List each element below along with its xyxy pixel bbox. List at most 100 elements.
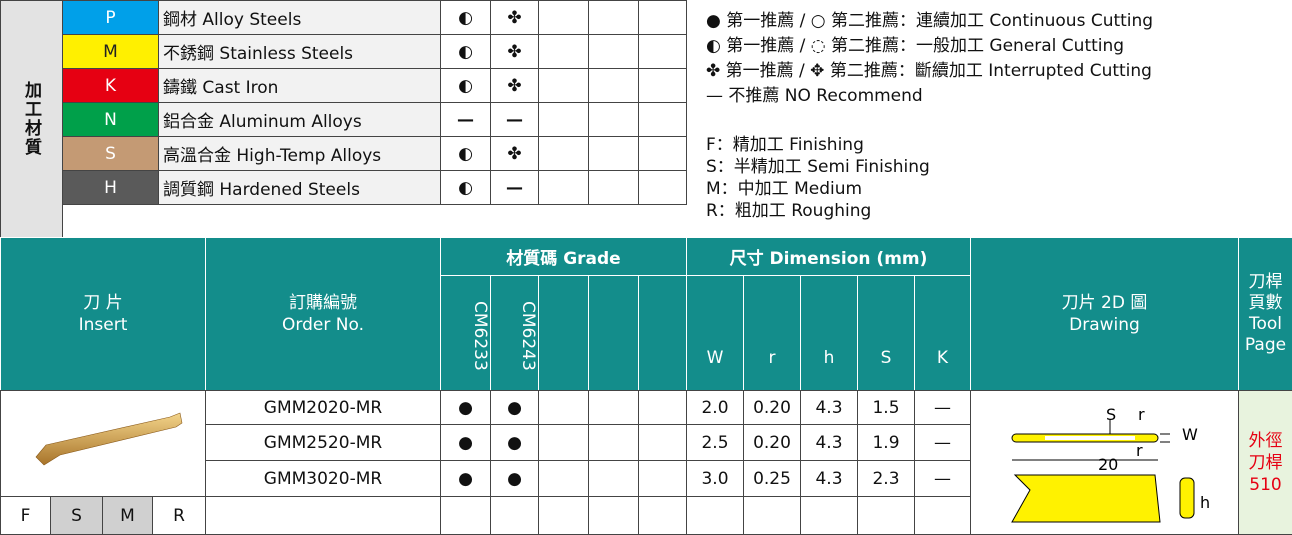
cell [490, 496, 539, 535]
cell [914, 496, 971, 535]
line: Page [1244, 335, 1287, 355]
material-name: 不銹鋼 Stainless Steels [158, 34, 441, 69]
dim-value: 0.25 [743, 460, 801, 497]
finish-level: F [0, 496, 51, 535]
cell [588, 68, 639, 103]
dim-value: — [914, 460, 971, 497]
order-no: GMM3020-MR [205, 460, 441, 497]
cell [538, 460, 589, 497]
cell [538, 275, 589, 391]
header-dimension: 尺寸 Dimension (mm) [686, 237, 971, 276]
dim-value: 1.5 [857, 390, 915, 425]
grade-name: CM6233 [440, 275, 491, 391]
material-code: M [62, 34, 159, 69]
cell [588, 496, 639, 535]
legend-line: ✤ 第一推薦 / ✥ 第二推薦：斷續加工 Interrupted Cutting [706, 61, 1152, 81]
material-code: N [62, 102, 159, 137]
dim-name: K [914, 275, 971, 391]
dim-value: 2.0 [686, 390, 744, 425]
grade-symbol: ◐ [440, 0, 491, 35]
cell [743, 496, 801, 535]
legend-line: S：半精加工 Semi Finishing [706, 157, 930, 177]
dim-name: W [686, 275, 744, 391]
drawing-label: S [1106, 405, 1116, 424]
material-code: P [62, 0, 159, 35]
dim-value: 4.3 [800, 460, 858, 497]
dim-name: S [857, 275, 915, 391]
drawing-label: h [1200, 493, 1210, 512]
dim-value: — [914, 424, 971, 461]
material-code: K [62, 68, 159, 103]
grade-symbol: — [490, 170, 539, 205]
grade-symbol: ◐ [440, 136, 491, 171]
grade-symbol: — [440, 102, 491, 137]
material-code: S [62, 136, 159, 171]
grade-symbol: ● [440, 460, 491, 497]
cell [538, 0, 589, 35]
grade-symbol: ● [490, 390, 539, 425]
line: Tool [1248, 314, 1283, 334]
material-code: H [62, 170, 159, 205]
cell [588, 390, 639, 425]
cell [588, 275, 639, 391]
line: 刀片 2D 圖 [1061, 293, 1148, 313]
dim-name: h [800, 275, 858, 391]
material-name: 高溫合金 High-Temp Alloys [158, 136, 441, 171]
order-no: GMM2020-MR [205, 390, 441, 425]
dim-name: r [743, 275, 801, 391]
cell [638, 496, 687, 535]
cell [538, 34, 589, 69]
cell [538, 136, 589, 171]
line: 510 [1249, 474, 1282, 495]
cell [0, 204, 63, 238]
grade-symbol: ◐ [440, 170, 491, 205]
cell [588, 34, 639, 69]
drawing-label: 20 [1098, 455, 1118, 474]
cell [538, 424, 589, 461]
order-no: GMM2520-MR [205, 424, 441, 461]
line: 刀桿 [1248, 272, 1283, 292]
grade-symbol: ✤ [490, 68, 539, 103]
dim-value: 1.9 [857, 424, 915, 461]
cell [638, 170, 687, 205]
cell [638, 102, 687, 137]
line: 訂購編號 [289, 293, 357, 313]
grade-name: CM6243 [490, 275, 539, 391]
dim-value: — [914, 390, 971, 425]
legend-line: R：粗加工 Roughing [706, 201, 872, 221]
grade-symbol: ● [490, 460, 539, 497]
cell [440, 496, 491, 535]
cell [638, 460, 687, 497]
legend-line: ◐ 第一推薦 / ◌ 第二推薦：一般加工 General Cutting [706, 36, 1125, 56]
cell [538, 170, 589, 205]
material-name: 鋁合金 Aluminum Alloys [158, 102, 441, 137]
cell [638, 68, 687, 103]
dim-value: 2.5 [686, 424, 744, 461]
cell [538, 496, 589, 535]
material-name: 鑄鐵 Cast Iron [158, 68, 441, 103]
cell [538, 102, 589, 137]
dim-value: 0.20 [743, 390, 801, 425]
line: 頁數 [1248, 293, 1283, 313]
cell [205, 496, 441, 535]
line: Drawing [1069, 315, 1140, 335]
dim-value: 4.3 [800, 390, 858, 425]
tool-page: 外徑 刀桿 510 [1238, 390, 1292, 535]
grade-symbol: ● [440, 424, 491, 461]
cell [588, 0, 639, 35]
cell [686, 496, 744, 535]
cell [538, 68, 589, 103]
grade-symbol: ● [440, 390, 491, 425]
cell [588, 460, 639, 497]
finish-level: M [102, 496, 153, 535]
cell [638, 424, 687, 461]
header-drawing: 刀片 2D 圖 Drawing [970, 237, 1239, 391]
dim-value: 4.3 [800, 424, 858, 461]
legend-line: ● 第一推薦 / ○ 第二推薦：連續加工 Continuous Cutting [706, 11, 1154, 31]
cell [588, 102, 639, 137]
cell [588, 136, 639, 171]
insert-photo [35, 412, 183, 466]
grade-symbol: ◐ [440, 34, 491, 69]
drawing-label: r [1136, 441, 1143, 460]
